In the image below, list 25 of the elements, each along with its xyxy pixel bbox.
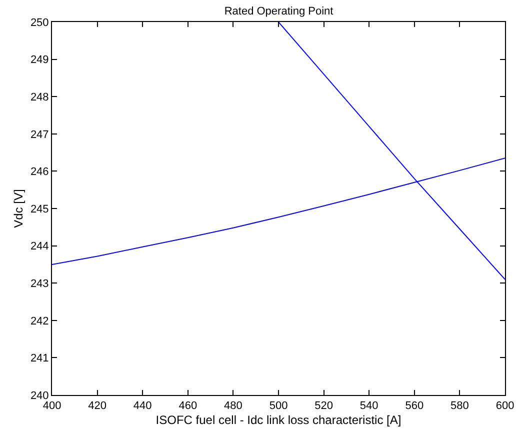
x-tick-label: 600: [496, 400, 514, 412]
x-tick-label: 540: [360, 400, 378, 412]
y-tick-label: 249: [30, 54, 49, 66]
x-tick-label: 560: [405, 400, 424, 412]
chart-title: Rated Operating Point: [224, 5, 334, 18]
x-tick-label: 480: [224, 400, 242, 412]
y-axis-title: Vdc [V]: [12, 189, 26, 228]
y-tick-label: 240: [30, 390, 49, 402]
y-tick-label: 242: [30, 315, 49, 328]
x-tick-label: 400: [42, 400, 62, 412]
x-tick-label: 440: [133, 400, 152, 412]
x-tick-label: 580: [450, 400, 469, 412]
y-tick-label: 244: [30, 240, 49, 253]
x-tick-label: 520: [314, 400, 333, 412]
y-tick-label: 248: [30, 91, 49, 104]
y-tick-label: 246: [30, 166, 49, 178]
x-tick-label: 420: [88, 400, 106, 412]
x-tick-label: 500: [269, 400, 288, 412]
y-tick-label: 241: [30, 352, 49, 365]
y-tick-label: 243: [30, 278, 49, 290]
y-tick-label: 245: [30, 203, 49, 216]
x-tick-label: 460: [178, 400, 198, 412]
y-tick-label: 247: [30, 128, 49, 141]
x-axis-title: ISOFC fuel cell - Idc link loss characteristic [A]: [156, 413, 402, 428]
y-tick-label: 250: [30, 16, 49, 29]
